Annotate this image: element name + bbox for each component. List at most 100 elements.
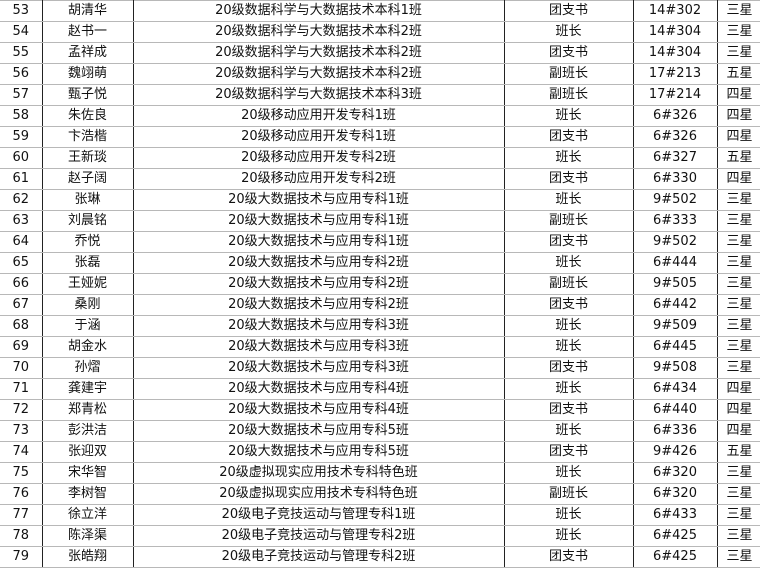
row-number-cell[interactable]: 58 bbox=[0, 105, 43, 127]
star-rating-cell[interactable]: 三星 bbox=[717, 189, 760, 211]
star-rating-cell[interactable]: 三星 bbox=[717, 273, 760, 295]
dorm-cell[interactable]: 6#442 bbox=[633, 294, 718, 316]
class-cell[interactable]: 20级电子竞技运动与管理专科2班 bbox=[133, 546, 505, 568]
role-cell[interactable]: 班长 bbox=[504, 147, 634, 169]
dorm-cell[interactable]: 6#320 bbox=[633, 483, 718, 505]
row-number-cell[interactable]: 78 bbox=[0, 525, 43, 547]
role-cell[interactable]: 团支书 bbox=[504, 168, 634, 190]
star-rating-cell[interactable]: 三星 bbox=[717, 294, 760, 316]
star-rating-cell[interactable]: 五星 bbox=[717, 441, 760, 463]
role-cell[interactable]: 班长 bbox=[504, 504, 634, 526]
name-cell[interactable]: 孙熠 bbox=[42, 357, 134, 379]
role-cell[interactable]: 团支书 bbox=[504, 0, 634, 22]
class-cell[interactable]: 20级大数据技术与应用专科3班 bbox=[133, 357, 505, 379]
star-rating-cell[interactable]: 三星 bbox=[717, 42, 760, 64]
dorm-cell[interactable]: 6#326 bbox=[633, 126, 718, 148]
name-cell[interactable]: 彭洪洁 bbox=[42, 420, 134, 442]
class-cell[interactable]: 20级大数据技术与应用专科2班 bbox=[133, 294, 505, 316]
class-cell[interactable]: 20级大数据技术与应用专科2班 bbox=[133, 252, 505, 274]
star-rating-cell[interactable]: 四星 bbox=[717, 399, 760, 421]
row-number-cell[interactable]: 53 bbox=[0, 0, 43, 22]
role-cell[interactable]: 副班长 bbox=[504, 63, 634, 85]
role-cell[interactable]: 副班长 bbox=[504, 84, 634, 106]
role-cell[interactable]: 副班长 bbox=[504, 210, 634, 232]
row-number-cell[interactable]: 73 bbox=[0, 420, 43, 442]
dorm-cell[interactable]: 9#426 bbox=[633, 441, 718, 463]
star-rating-cell[interactable]: 三星 bbox=[717, 315, 760, 337]
class-cell[interactable]: 20级大数据技术与应用专科5班 bbox=[133, 441, 505, 463]
star-rating-cell[interactable]: 四星 bbox=[717, 105, 760, 127]
dorm-cell[interactable]: 14#304 bbox=[633, 21, 718, 43]
name-cell[interactable]: 郑青松 bbox=[42, 399, 134, 421]
role-cell[interactable]: 团支书 bbox=[504, 441, 634, 463]
name-cell[interactable]: 刘晨铭 bbox=[42, 210, 134, 232]
name-cell[interactable]: 桑刚 bbox=[42, 294, 134, 316]
name-cell[interactable]: 陈泽渠 bbox=[42, 525, 134, 547]
star-rating-cell[interactable]: 五星 bbox=[717, 147, 760, 169]
row-number-cell[interactable]: 54 bbox=[0, 21, 43, 43]
dorm-cell[interactable]: 17#214 bbox=[633, 84, 718, 106]
row-number-cell[interactable]: 71 bbox=[0, 378, 43, 400]
dorm-cell[interactable]: 6#320 bbox=[633, 462, 718, 484]
name-cell[interactable]: 胡清华 bbox=[42, 0, 134, 22]
dorm-cell[interactable]: 14#302 bbox=[633, 0, 718, 22]
dorm-cell[interactable]: 6#327 bbox=[633, 147, 718, 169]
dorm-cell[interactable]: 9#509 bbox=[633, 315, 718, 337]
class-cell[interactable]: 20级大数据技术与应用专科4班 bbox=[133, 399, 505, 421]
dorm-cell[interactable]: 9#505 bbox=[633, 273, 718, 295]
star-rating-cell[interactable]: 四星 bbox=[717, 420, 760, 442]
row-number-cell[interactable]: 68 bbox=[0, 315, 43, 337]
row-number-cell[interactable]: 67 bbox=[0, 294, 43, 316]
class-cell[interactable]: 20级大数据技术与应用专科1班 bbox=[133, 189, 505, 211]
row-number-cell[interactable]: 60 bbox=[0, 147, 43, 169]
role-cell[interactable]: 班长 bbox=[504, 315, 634, 337]
class-cell[interactable]: 20级大数据技术与应用专科5班 bbox=[133, 420, 505, 442]
role-cell[interactable]: 团支书 bbox=[504, 231, 634, 253]
row-number-cell[interactable]: 76 bbox=[0, 483, 43, 505]
role-cell[interactable]: 团支书 bbox=[504, 357, 634, 379]
row-number-cell[interactable]: 65 bbox=[0, 252, 43, 274]
name-cell[interactable]: 张琳 bbox=[42, 189, 134, 211]
row-number-cell[interactable]: 59 bbox=[0, 126, 43, 148]
dorm-cell[interactable]: 9#502 bbox=[633, 189, 718, 211]
row-number-cell[interactable]: 79 bbox=[0, 546, 43, 568]
class-cell[interactable]: 20级移动应用开发专科1班 bbox=[133, 105, 505, 127]
role-cell[interactable]: 班长 bbox=[504, 21, 634, 43]
class-cell[interactable]: 20级虚拟现实应用技术专科特色班 bbox=[133, 462, 505, 484]
dorm-cell[interactable]: 9#502 bbox=[633, 231, 718, 253]
dorm-cell[interactable]: 6#445 bbox=[633, 336, 718, 358]
star-rating-cell[interactable]: 三星 bbox=[717, 357, 760, 379]
row-number-cell[interactable]: 66 bbox=[0, 273, 43, 295]
row-number-cell[interactable]: 74 bbox=[0, 441, 43, 463]
row-number-cell[interactable]: 70 bbox=[0, 357, 43, 379]
class-cell[interactable]: 20级移动应用开发专科1班 bbox=[133, 126, 505, 148]
name-cell[interactable]: 卞浩楷 bbox=[42, 126, 134, 148]
class-cell[interactable]: 20级数据科学与大数据技术本科1班 bbox=[133, 0, 505, 22]
star-rating-cell[interactable]: 四星 bbox=[717, 378, 760, 400]
dorm-cell[interactable]: 6#330 bbox=[633, 168, 718, 190]
row-number-cell[interactable]: 63 bbox=[0, 210, 43, 232]
role-cell[interactable]: 团支书 bbox=[504, 294, 634, 316]
row-number-cell[interactable]: 64 bbox=[0, 231, 43, 253]
row-number-cell[interactable]: 72 bbox=[0, 399, 43, 421]
dorm-cell[interactable]: 6#425 bbox=[633, 546, 718, 568]
dorm-cell[interactable]: 6#433 bbox=[633, 504, 718, 526]
row-number-cell[interactable]: 62 bbox=[0, 189, 43, 211]
dorm-cell[interactable]: 6#434 bbox=[633, 378, 718, 400]
role-cell[interactable]: 班长 bbox=[504, 252, 634, 274]
star-rating-cell[interactable]: 五星 bbox=[717, 63, 760, 85]
name-cell[interactable]: 王新琰 bbox=[42, 147, 134, 169]
row-number-cell[interactable]: 55 bbox=[0, 42, 43, 64]
class-cell[interactable]: 20级大数据技术与应用专科4班 bbox=[133, 378, 505, 400]
role-cell[interactable]: 班长 bbox=[504, 105, 634, 127]
name-cell[interactable]: 龚建宇 bbox=[42, 378, 134, 400]
name-cell[interactable]: 张磊 bbox=[42, 252, 134, 274]
dorm-cell[interactable]: 17#213 bbox=[633, 63, 718, 85]
role-cell[interactable]: 班长 bbox=[504, 336, 634, 358]
role-cell[interactable]: 班长 bbox=[504, 420, 634, 442]
dorm-cell[interactable]: 6#333 bbox=[633, 210, 718, 232]
role-cell[interactable]: 班长 bbox=[504, 189, 634, 211]
star-rating-cell[interactable]: 四星 bbox=[717, 168, 760, 190]
dorm-cell[interactable]: 6#326 bbox=[633, 105, 718, 127]
class-cell[interactable]: 20级数据科学与大数据技术本科2班 bbox=[133, 21, 505, 43]
